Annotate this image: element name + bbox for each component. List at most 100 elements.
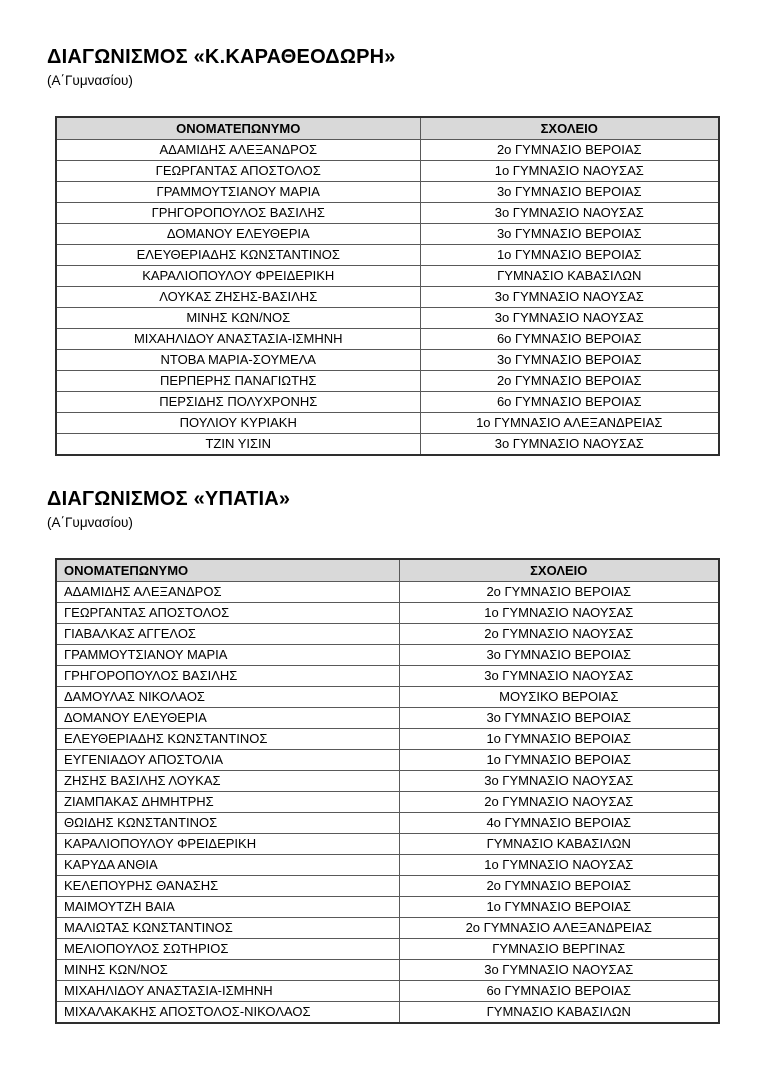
school-cell: 6ο ΓΥΜΝΑΣΙΟ ΒΕΡΟΙΑΣ xyxy=(398,980,720,1002)
results-table-karatheodori: ΟΝΟΜΑΤΕΠΩΝΥΜΟ ΣΧΟΛΕΙΟ ΑΔΑΜΙΔΗΣ ΑΛΕΞΑΝΔΡΟ… xyxy=(55,116,720,456)
student-name-cell: ΛΟΥΚΑΣ ΖΗΣΗΣ-ΒΑΣΙΛΗΣ xyxy=(55,286,421,308)
student-name-cell: ΖΙΑΜΠΑΚΑΣ ΔΗΜΗΤΡΗΣ xyxy=(55,791,400,813)
section-title-ypatia: ΔΙΑΓΩΝΙΣΜΟΣ «ΥΠΑΤΙΑ» xyxy=(47,488,291,510)
table-row: ΔΟΜΑΝΟΥ ΕΛΕΥΘΕΡΙΑ 3ο ΓΥΜΝΑΣΙΟ ΒΕΡΟΙΑΣ xyxy=(55,223,720,245)
student-name-cell: ΜΑΛΙΩΤΑΣ ΚΩΝΣΤΑΝΤΙΝΟΣ xyxy=(55,917,400,939)
table-row: ΠΕΡΠΕΡΗΣ ΠΑΝΑΓΙΩΤΗΣ 2ο ΓΥΜΝΑΣΙΟ ΒΕΡΟΙΑΣ xyxy=(55,370,720,392)
school-cell: 1ο ΓΥΜΝΑΣΙΟ ΑΛΕΞΑΝΔΡΕΙΑΣ xyxy=(419,412,720,434)
table-row: ΔΟΜΑΝΟΥ ΕΛΕΥΘΕΡΙΑ 3ο ΓΥΜΝΑΣΙΟ ΒΕΡΟΙΑΣ xyxy=(55,707,720,729)
student-name-cell: ΠΟΥΛΙΟΥ ΚΥΡΙΑΚΗ xyxy=(55,412,421,434)
table-row: ΓΡΗΓΟΡΟΠΟΥΛΟΣ ΒΑΣΙΛΗΣ 3ο ΓΥΜΝΑΣΙΟ ΝΑΟΥΣΑ… xyxy=(55,202,720,224)
table-row: ΚΑΡΑΛΙΟΠΟΥΛΟΥ ΦΡΕΙΔΕΡΙΚΗ ΓΥΜΝΑΣΙΟ ΚΑΒΑΣΙ… xyxy=(55,833,720,855)
results-table-ypatia: ΟΝΟΜΑΤΕΠΩΝΥΜΟ ΣΧΟΛΕΙΟ ΑΔΑΜΙΔΗΣ ΑΛΕΞΑΝΔΡΟ… xyxy=(55,558,720,1024)
table-row: ΖΙΑΜΠΑΚΑΣ ΔΗΜΗΤΡΗΣ 2ο ΓΥΜΝΑΣΙΟ ΝΑΟΥΣΑΣ xyxy=(55,791,720,813)
student-name-cell: ΓΡΗΓΟΡΟΠΟΥΛΟΣ ΒΑΣΙΛΗΣ xyxy=(55,202,421,224)
table-row: ΘΩΙΔΗΣ ΚΩΝΣΤΑΝΤΙΝΟΣ 4ο ΓΥΜΝΑΣΙΟ ΒΕΡΟΙΑΣ xyxy=(55,812,720,834)
school-cell: ΜΟΥΣΙΚΟ ΒΕΡΟΙΑΣ xyxy=(398,686,720,708)
student-name-cell: ΤΖΙΝ ΥΙΣΙΝ xyxy=(55,433,421,456)
table-row: ΓΕΩΡΓΑΝΤΑΣ ΑΠΟΣΤΟΛΟΣ 1ο ΓΥΜΝΑΣΙΟ ΝΑΟΥΣΑΣ xyxy=(55,602,720,624)
school-cell: 2ο ΓΥΜΝΑΣΙΟ ΝΑΟΥΣΑΣ xyxy=(398,791,720,813)
student-name-cell: ΓΡΗΓΟΡΟΠΟΥΛΟΣ ΒΑΣΙΛΗΣ xyxy=(55,665,400,687)
school-cell: 3ο ΓΥΜΝΑΣΙΟ ΒΕΡΟΙΑΣ xyxy=(398,707,720,729)
table-row: ΓΕΩΡΓΑΝΤΑΣ ΑΠΟΣΤΟΛΟΣ 1ο ΓΥΜΝΑΣΙΟ ΝΑΟΥΣΑΣ xyxy=(55,160,720,182)
school-cell: 3ο ΓΥΜΝΑΣΙΟ ΝΑΟΥΣΑΣ xyxy=(398,665,720,687)
school-cell: 3ο ΓΥΜΝΑΣΙΟ ΝΑΟΥΣΑΣ xyxy=(419,307,720,329)
table-row: ΓΡΗΓΟΡΟΠΟΥΛΟΣ ΒΑΣΙΛΗΣ 3ο ΓΥΜΝΑΣΙΟ ΝΑΟΥΣΑ… xyxy=(55,665,720,687)
school-cell: 2ο ΓΥΜΝΑΣΙΟ ΒΕΡΟΙΑΣ xyxy=(419,139,720,161)
table-row: ΠΕΡΣΙΔΗΣ ΠΟΛΥΧΡΟΝΗΣ 6ο ΓΥΜΝΑΣΙΟ ΒΕΡΟΙΑΣ xyxy=(55,391,720,413)
student-name-cell: ΔΑΜΟΥΛΑΣ ΝΙΚΟΛΑΟΣ xyxy=(55,686,400,708)
school-cell: 3ο ΓΥΜΝΑΣΙΟ ΝΑΟΥΣΑΣ xyxy=(398,959,720,981)
table-row: ΜΑΛΙΩΤΑΣ ΚΩΝΣΤΑΝΤΙΝΟΣ 2ο ΓΥΜΝΑΣΙΟ ΑΛΕΞΑΝ… xyxy=(55,917,720,939)
section-subtitle-ypatia: (Α΄Γυμνασίου) xyxy=(47,515,133,530)
section-title-karatheodori: ΔΙΑΓΩΝΙΣΜΟΣ «Κ.ΚΑΡΑΘΕΟΔΩΡΗ» xyxy=(47,46,396,68)
student-name-cell: ΘΩΙΔΗΣ ΚΩΝΣΤΑΝΤΙΝΟΣ xyxy=(55,812,400,834)
table-row: ΜΙΧΑΛΑΚΑΚΗΣ ΑΠΟΣΤΟΛΟΣ-ΝΙΚΟΛΑΟΣ ΓΥΜΝΑΣΙΟ … xyxy=(55,1001,720,1024)
school-cell: 3ο ΓΥΜΝΑΣΙΟ ΝΑΟΥΣΑΣ xyxy=(419,202,720,224)
table-row: ΛΟΥΚΑΣ ΖΗΣΗΣ-ΒΑΣΙΛΗΣ 3ο ΓΥΜΝΑΣΙΟ ΝΑΟΥΣΑΣ xyxy=(55,286,720,308)
table-row: ΕΛΕΥΘΕΡΙΑΔΗΣ ΚΩΝΣΤΑΝΤΙΝΟΣ 1ο ΓΥΜΝΑΣΙΟ ΒΕ… xyxy=(55,244,720,266)
school-cell: 1ο ΓΥΜΝΑΣΙΟ ΝΑΟΥΣΑΣ xyxy=(398,602,720,624)
student-name-cell: ΜΙΝΗΣ ΚΩΝ/ΝΟΣ xyxy=(55,307,421,329)
table-row: ΚΕΛΕΠΟΥΡΗΣ ΘΑΝΑΣΗΣ 2ο ΓΥΜΝΑΣΙΟ ΒΕΡΟΙΑΣ xyxy=(55,875,720,897)
school-cell: 2ο ΓΥΜΝΑΣΙΟ ΑΛΕΞΑΝΔΡΕΙΑΣ xyxy=(398,917,720,939)
school-cell: 3ο ΓΥΜΝΑΣΙΟ ΝΑΟΥΣΑΣ xyxy=(398,770,720,792)
school-cell: ΓΥΜΝΑΣΙΟ ΚΑΒΑΣΙΛΩΝ xyxy=(398,833,720,855)
table-row: ΜΑΙΜΟΥΤΖΗ ΒΑΙΑ 1ο ΓΥΜΝΑΣΙΟ ΒΕΡΟΙΑΣ xyxy=(55,896,720,918)
student-name-cell: ΕΥΓΕΝΙΑΔΟΥ ΑΠΟΣΤΟΛΙΑ xyxy=(55,749,400,771)
student-name-cell: ΔΟΜΑΝΟΥ ΕΛΕΥΘΕΡΙΑ xyxy=(55,707,400,729)
column-header-name: ΟΝΟΜΑΤΕΠΩΝΥΜΟ xyxy=(55,558,400,582)
school-cell: 1ο ΓΥΜΝΑΣΙΟ ΒΕΡΟΙΑΣ xyxy=(398,728,720,750)
table-header-row: ΟΝΟΜΑΤΕΠΩΝΥΜΟ ΣΧΟΛΕΙΟ xyxy=(55,558,720,582)
student-name-cell: ΜΑΙΜΟΥΤΖΗ ΒΑΙΑ xyxy=(55,896,400,918)
table-row: ΠΟΥΛΙΟΥ ΚΥΡΙΑΚΗ 1ο ΓΥΜΝΑΣΙΟ ΑΛΕΞΑΝΔΡΕΙΑΣ xyxy=(55,412,720,434)
school-cell: 1ο ΓΥΜΝΑΣΙΟ ΒΕΡΟΙΑΣ xyxy=(398,896,720,918)
school-cell: 6ο ΓΥΜΝΑΣΙΟ ΒΕΡΟΙΑΣ xyxy=(419,328,720,350)
table-row: ΝΤΟΒΑ ΜΑΡΙΑ-ΣΟΥΜΕΛΑ 3ο ΓΥΜΝΑΣΙΟ ΒΕΡΟΙΑΣ xyxy=(55,349,720,371)
table-row: ΔΑΜΟΥΛΑΣ ΝΙΚΟΛΑΟΣ ΜΟΥΣΙΚΟ ΒΕΡΟΙΑΣ xyxy=(55,686,720,708)
student-name-cell: ΚΑΡΑΛΙΟΠΟΥΛΟΥ ΦΡΕΙΔΕΡΙΚΗ xyxy=(55,265,421,287)
student-name-cell: ΓΡΑΜΜΟΥΤΣΙΑΝΟΥ ΜΑΡΙΑ xyxy=(55,181,421,203)
school-cell: 2ο ΓΥΜΝΑΣΙΟ ΒΕΡΟΙΑΣ xyxy=(398,875,720,897)
student-name-cell: ΑΔΑΜΙΔΗΣ ΑΛΕΞΑΝΔΡΟΣ xyxy=(55,581,400,603)
table-row: ΕΛΕΥΘΕΡΙΑΔΗΣ ΚΩΝΣΤΑΝΤΙΝΟΣ 1ο ΓΥΜΝΑΣΙΟ ΒΕ… xyxy=(55,728,720,750)
student-name-cell: ΜΙΧΑΛΑΚΑΚΗΣ ΑΠΟΣΤΟΛΟΣ-ΝΙΚΟΛΑΟΣ xyxy=(55,1001,400,1024)
section-subtitle-karatheodori: (Α΄Γυμνασίου) xyxy=(47,73,133,88)
school-cell: 1ο ΓΥΜΝΑΣΙΟ ΝΑΟΥΣΑΣ xyxy=(419,160,720,182)
student-name-cell: ΓΕΩΡΓΑΝΤΑΣ ΑΠΟΣΤΟΛΟΣ xyxy=(55,602,400,624)
school-cell: 3ο ΓΥΜΝΑΣΙΟ ΒΕΡΟΙΑΣ xyxy=(419,181,720,203)
student-name-cell: ΜΙΧΑΗΛΙΔΟΥ ΑΝΑΣΤΑΣΙΑ-ΙΣΜΗΝΗ xyxy=(55,980,400,1002)
student-name-cell: ΜΙΧΑΗΛΙΔΟΥ ΑΝΑΣΤΑΣΙΑ-ΙΣΜΗΝΗ xyxy=(55,328,421,350)
student-name-cell: ΠΕΡΠΕΡΗΣ ΠΑΝΑΓΙΩΤΗΣ xyxy=(55,370,421,392)
table-row: ΚΑΡΥΔΑ ΑΝΘΙΑ 1ο ΓΥΜΝΑΣΙΟ ΝΑΟΥΣΑΣ xyxy=(55,854,720,876)
table-row: ΓΡΑΜΜΟΥΤΣΙΑΝΟΥ ΜΑΡΙΑ 3ο ΓΥΜΝΑΣΙΟ ΒΕΡΟΙΑΣ xyxy=(55,181,720,203)
student-name-cell: ΓΕΩΡΓΑΝΤΑΣ ΑΠΟΣΤΟΛΟΣ xyxy=(55,160,421,182)
table-row: ΜΙΝΗΣ ΚΩΝ/ΝΟΣ 3ο ΓΥΜΝΑΣΙΟ ΝΑΟΥΣΑΣ xyxy=(55,307,720,329)
student-name-cell: ΖΗΣΗΣ ΒΑΣΙΛΗΣ ΛΟΥΚΑΣ xyxy=(55,770,400,792)
column-header-school: ΣΧΟΛΕΙΟ xyxy=(398,558,720,582)
table-row: ΓΡΑΜΜΟΥΤΣΙΑΝΟΥ ΜΑΡΙΑ 3ο ΓΥΜΝΑΣΙΟ ΒΕΡΟΙΑΣ xyxy=(55,644,720,666)
student-name-cell: ΕΛΕΥΘΕΡΙΑΔΗΣ ΚΩΝΣΤΑΝΤΙΝΟΣ xyxy=(55,728,400,750)
school-cell: 3ο ΓΥΜΝΑΣΙΟ ΒΕΡΟΙΑΣ xyxy=(398,644,720,666)
student-name-cell: ΔΟΜΑΝΟΥ ΕΛΕΥΘΕΡΙΑ xyxy=(55,223,421,245)
student-name-cell: ΚΕΛΕΠΟΥΡΗΣ ΘΑΝΑΣΗΣ xyxy=(55,875,400,897)
school-cell: 4ο ΓΥΜΝΑΣΙΟ ΒΕΡΟΙΑΣ xyxy=(398,812,720,834)
table-row: ΑΔΑΜΙΔΗΣ ΑΛΕΞΑΝΔΡΟΣ 2ο ΓΥΜΝΑΣΙΟ ΒΕΡΟΙΑΣ xyxy=(55,139,720,161)
school-cell: 3ο ΓΥΜΝΑΣΙΟ ΒΕΡΟΙΑΣ xyxy=(419,223,720,245)
school-cell: 1ο ΓΥΜΝΑΣΙΟ ΝΑΟΥΣΑΣ xyxy=(398,854,720,876)
student-name-cell: ΠΕΡΣΙΔΗΣ ΠΟΛΥΧΡΟΝΗΣ xyxy=(55,391,421,413)
school-cell: 3ο ΓΥΜΝΑΣΙΟ ΝΑΟΥΣΑΣ xyxy=(419,433,720,456)
table-row: ΜΕΛΙΟΠΟΥΛΟΣ ΣΩΤΗΡΙΟΣ ΓΥΜΝΑΣΙΟ ΒΕΡΓΙΝΑΣ xyxy=(55,938,720,960)
student-name-cell: ΓΙΑΒΑΛΚΑΣ ΑΓΓΕΛΟΣ xyxy=(55,623,400,645)
table-row: ΑΔΑΜΙΔΗΣ ΑΛΕΞΑΝΔΡΟΣ 2ο ΓΥΜΝΑΣΙΟ ΒΕΡΟΙΑΣ xyxy=(55,581,720,603)
column-header-name: ΟΝΟΜΑΤΕΠΩΝΥΜΟ xyxy=(55,116,421,140)
student-name-cell: ΚΑΡΑΛΙΟΠΟΥΛΟΥ ΦΡΕΙΔΕΡΙΚΗ xyxy=(55,833,400,855)
school-cell: ΓΥΜΝΑΣΙΟ ΚΑΒΑΣΙΛΩΝ xyxy=(419,265,720,287)
table-row: ΚΑΡΑΛΙΟΠΟΥΛΟΥ ΦΡΕΙΔΕΡΙΚΗ ΓΥΜΝΑΣΙΟ ΚΑΒΑΣΙ… xyxy=(55,265,720,287)
student-name-cell: ΓΡΑΜΜΟΥΤΣΙΑΝΟΥ ΜΑΡΙΑ xyxy=(55,644,400,666)
school-cell: ΓΥΜΝΑΣΙΟ ΒΕΡΓΙΝΑΣ xyxy=(398,938,720,960)
column-header-school: ΣΧΟΛΕΙΟ xyxy=(419,116,720,140)
student-name-cell: ΕΛΕΥΘΕΡΙΑΔΗΣ ΚΩΝΣΤΑΝΤΙΝΟΣ xyxy=(55,244,421,266)
school-cell: 3ο ΓΥΜΝΑΣΙΟ ΝΑΟΥΣΑΣ xyxy=(419,286,720,308)
school-cell: ΓΥΜΝΑΣΙΟ ΚΑΒΑΣΙΛΩΝ xyxy=(398,1001,720,1024)
